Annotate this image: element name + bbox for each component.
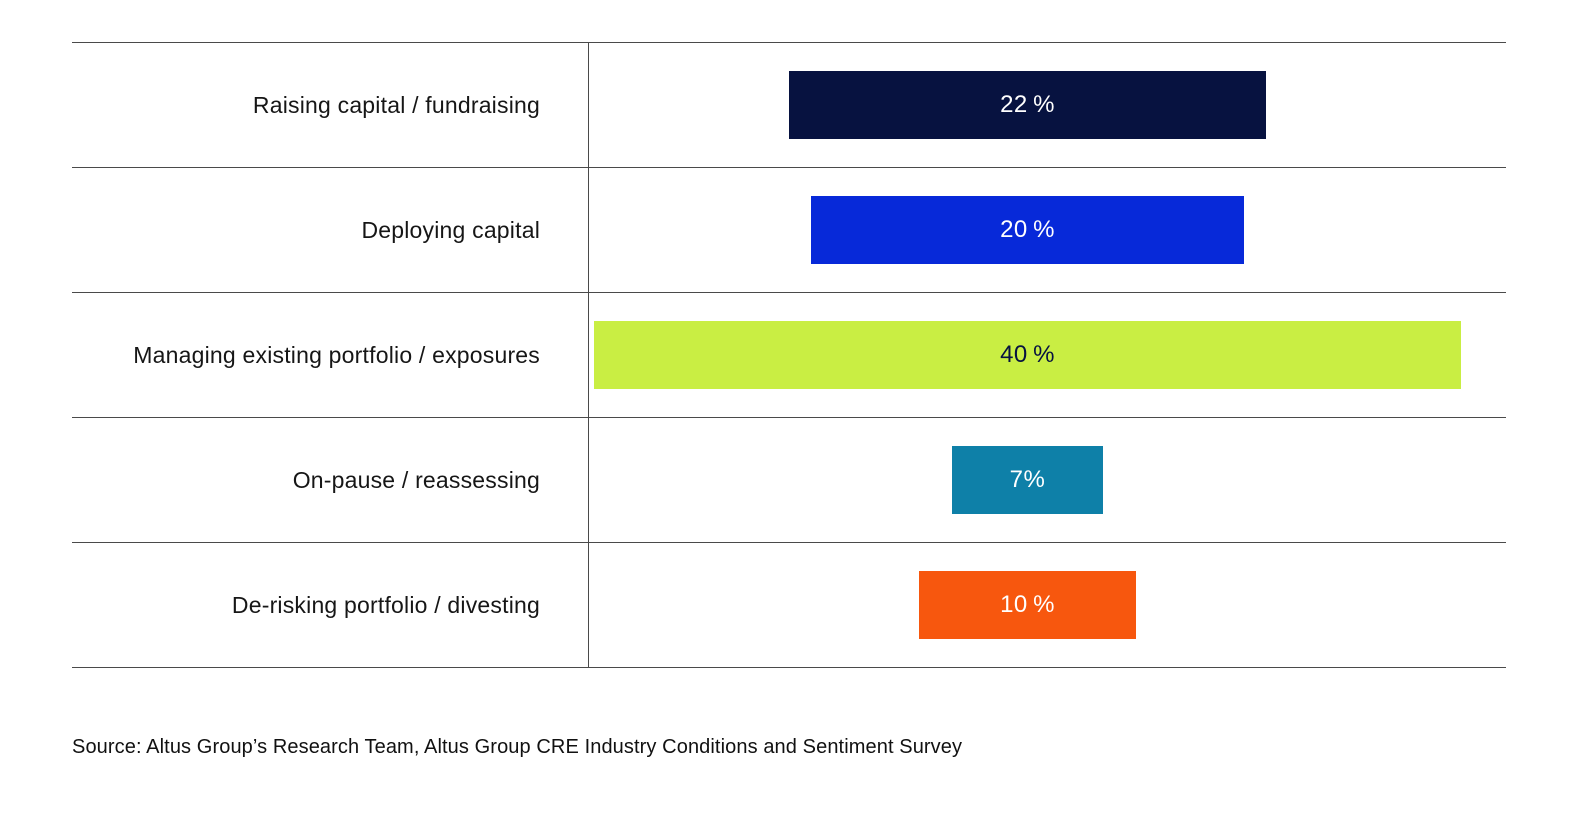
category-label: On-pause / reassessing bbox=[292, 466, 540, 493]
bar: 7% bbox=[951, 446, 1104, 514]
chart-row: Deploying capital 20 % bbox=[72, 168, 1506, 293]
bar-value-label: 20 % bbox=[1000, 216, 1055, 243]
chart-row: On-pause / reassessing 7% bbox=[72, 418, 1506, 543]
bar-value-label: 7% bbox=[1009, 466, 1046, 493]
bar-value-label: 22 % bbox=[1000, 91, 1055, 118]
category-label-cell: Managing existing portfolio / exposures bbox=[72, 293, 589, 417]
category-label: Raising capital / fundraising bbox=[252, 91, 540, 118]
chart-row: Raising capital / fundraising 22 % bbox=[72, 43, 1506, 168]
bar-value-label: 10 % bbox=[1000, 591, 1055, 618]
bar-cell: 22 % bbox=[589, 43, 1506, 167]
chart-row: Managing existing portfolio / exposures … bbox=[72, 293, 1506, 418]
category-label: De-risking portfolio / divesting bbox=[231, 591, 540, 618]
category-label-cell: Deploying capital bbox=[72, 168, 589, 292]
category-label: Managing existing portfolio / exposures bbox=[133, 341, 540, 368]
category-label-cell: On-pause / reassessing bbox=[72, 418, 589, 542]
category-label-cell: Raising capital / fundraising bbox=[72, 43, 589, 167]
bar-cell: 40 % bbox=[589, 293, 1506, 417]
bar-chart: Raising capital / fundraising 22 % Deplo… bbox=[72, 42, 1506, 668]
bar: 40 % bbox=[594, 321, 1461, 389]
source-note: Source: Altus Group’s Research Team, Alt… bbox=[72, 736, 963, 758]
bar: 20 % bbox=[810, 196, 1245, 264]
chart-row: De-risking portfolio / divesting 10 % bbox=[72, 543, 1506, 668]
category-label: Deploying capital bbox=[361, 216, 540, 243]
bar: 10 % bbox=[919, 571, 1136, 639]
bar-cell: 7% bbox=[589, 418, 1506, 542]
bar-cell: 10 % bbox=[589, 543, 1506, 667]
category-label-cell: De-risking portfolio / divesting bbox=[72, 543, 589, 667]
bar: 22 % bbox=[789, 71, 1266, 139]
bar-value-label: 40 % bbox=[1000, 341, 1055, 368]
bar-cell: 20 % bbox=[589, 168, 1506, 292]
